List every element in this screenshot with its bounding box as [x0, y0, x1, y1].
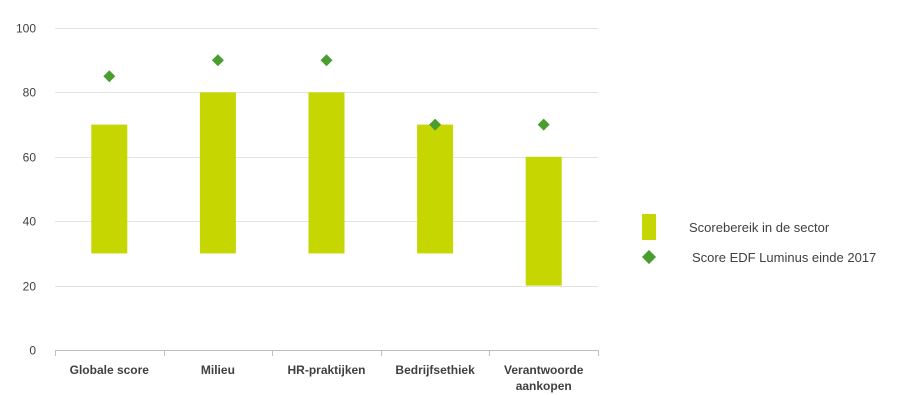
x-category-label: aankopen	[516, 379, 572, 393]
legend-bar-swatch	[642, 214, 656, 240]
x-category-label: HR-praktijken	[287, 363, 365, 377]
y-axis-ticks: 0 20 40 60 80 100	[16, 22, 36, 358]
score-marker	[211, 54, 224, 67]
y-tick-label: 0	[29, 344, 36, 358]
score-marker	[537, 118, 550, 131]
y-tick-label: 60	[23, 151, 37, 165]
x-category-label: Milieu	[201, 363, 235, 377]
range-bars	[91, 92, 562, 286]
legend-item-range: Scorebereik in de sector	[640, 212, 876, 242]
range-bar	[199, 92, 236, 254]
x-category-label: Globale score	[70, 363, 150, 377]
y-tick-label: 80	[23, 86, 37, 100]
y-tick-label: 20	[23, 280, 37, 294]
legend: Scorebereik in de sector Score EDF Lumin…	[640, 212, 876, 272]
y-tick-label: 100	[16, 22, 36, 36]
score-markers	[103, 54, 550, 131]
score-marker	[103, 70, 116, 83]
legend-label-score: Score EDF Luminus einde 2017	[692, 249, 877, 265]
score-marker	[429, 118, 442, 131]
range-bar	[308, 92, 345, 254]
legend-label-range: Scorebereik in de sector	[689, 219, 830, 235]
range-bar	[417, 124, 454, 254]
legend-item-score: Score EDF Luminus einde 2017	[640, 242, 876, 272]
legend-diamond-swatch	[641, 249, 657, 265]
score-marker	[320, 54, 333, 67]
x-axis-labels: Globale score Milieu HR-praktijken Bedrijfs…	[70, 363, 584, 393]
y-tick-label: 40	[23, 215, 37, 229]
x-category-label: Verantwoorde	[504, 363, 584, 377]
x-category-label: Bedrijfsethiek	[395, 363, 475, 377]
range-bar	[91, 124, 128, 254]
range-bar	[525, 156, 562, 286]
